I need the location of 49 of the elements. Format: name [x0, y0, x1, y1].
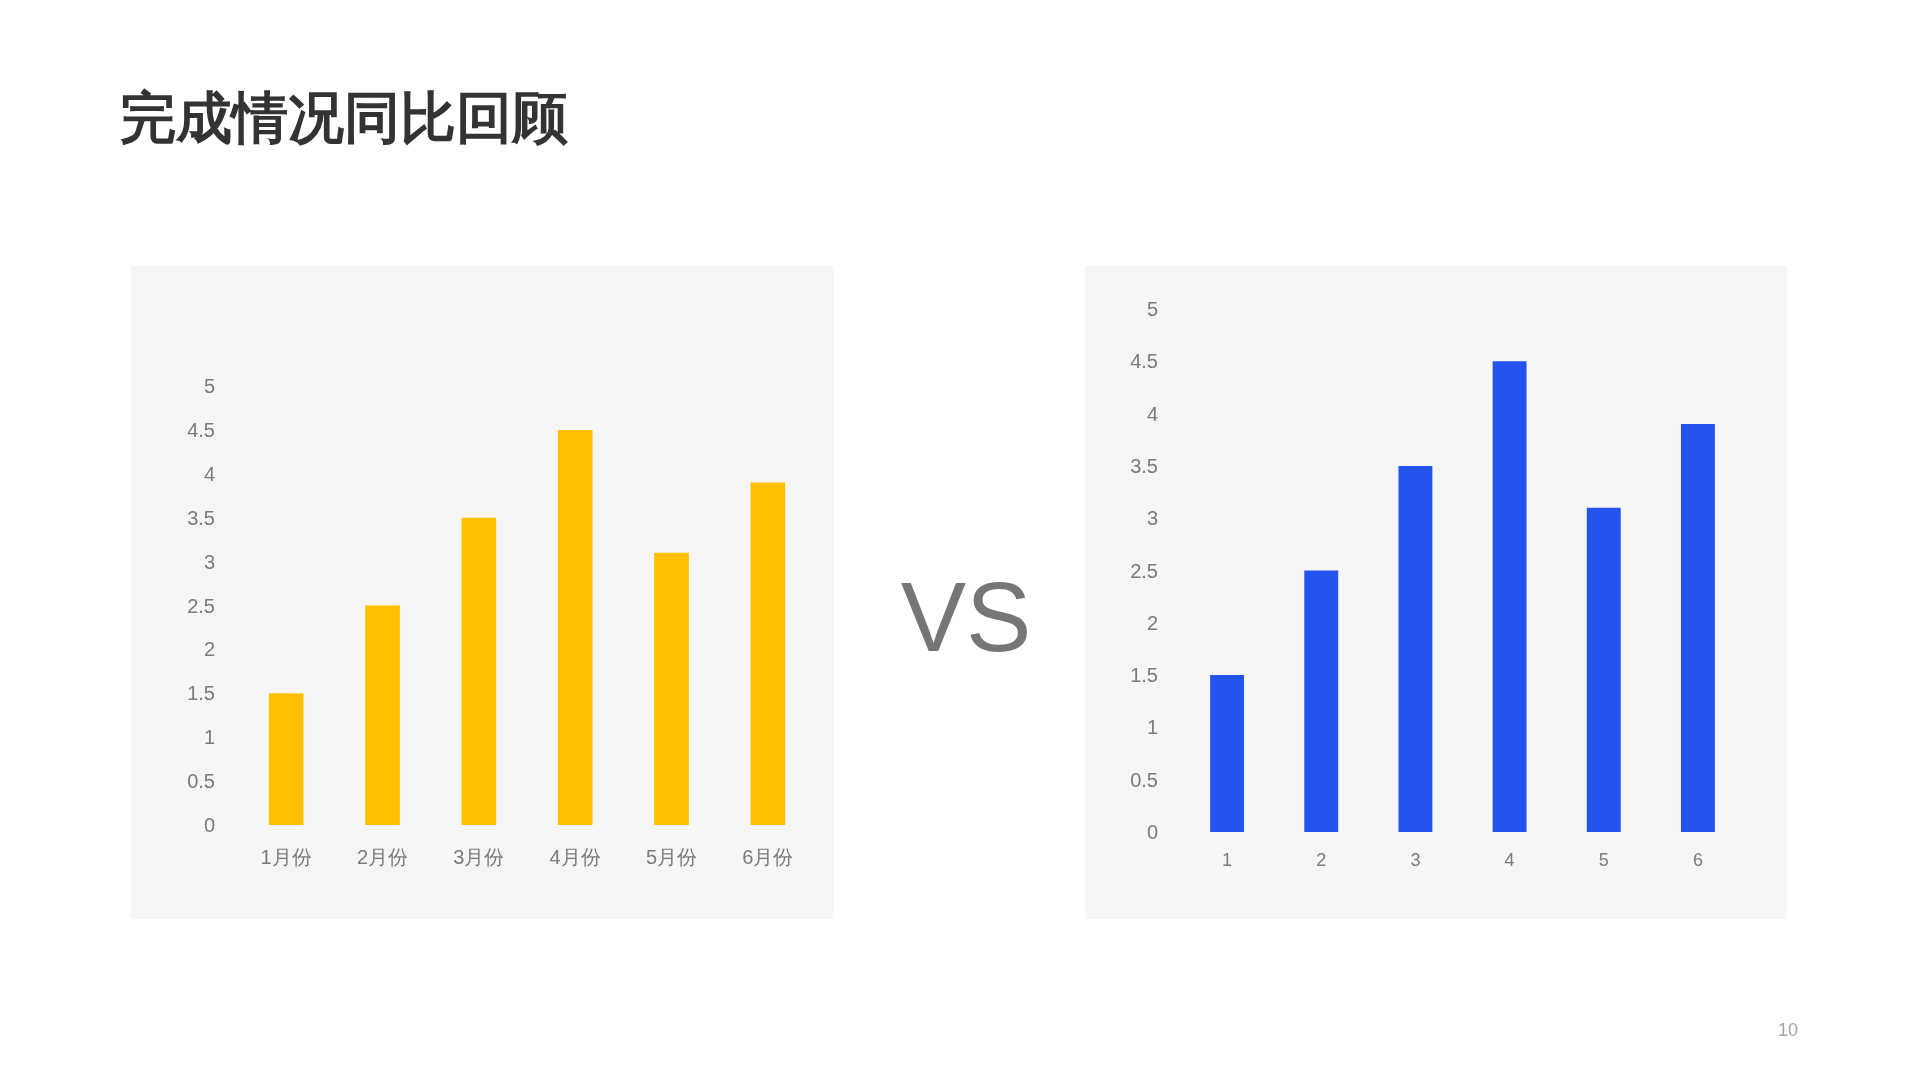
- y-tick-label: 0: [203, 814, 215, 836]
- x-tick-label: 6月份: [742, 846, 794, 868]
- bar: [557, 429, 593, 825]
- x-tick-label: 6: [1692, 850, 1703, 870]
- bar: [1398, 465, 1433, 832]
- x-tick-label: 5月份: [645, 846, 698, 868]
- bar: [1680, 424, 1715, 832]
- bar: [750, 482, 786, 825]
- y-tick-label: 5: [203, 375, 215, 397]
- y-tick-label: 2: [1146, 611, 1158, 634]
- x-tick-label: 1月份: [260, 846, 312, 868]
- y-tick-label: 0.5: [1130, 768, 1158, 791]
- y-tick-label: 4: [1146, 402, 1158, 425]
- y-tick-label: 1.5: [1130, 664, 1158, 687]
- y-tick-label: 1.5: [187, 682, 215, 705]
- x-tick-label: 1: [1222, 850, 1233, 870]
- bar: [1304, 570, 1339, 832]
- y-tick-label: 1: [203, 726, 215, 749]
- y-tick-label: 3: [203, 550, 215, 573]
- y-tick-label: 5: [1146, 298, 1158, 320]
- y-tick-label: 3.5: [187, 506, 215, 529]
- y-tick-label: 0.5: [187, 770, 215, 793]
- x-tick-label: 5: [1598, 850, 1609, 870]
- x-tick-label: 3月份: [453, 846, 505, 868]
- bar: [268, 693, 304, 825]
- bar: [1210, 675, 1245, 832]
- y-tick-label: 0: [1146, 821, 1158, 843]
- y-tick-label: 3.5: [1130, 454, 1158, 477]
- bar: [1492, 361, 1527, 832]
- x-tick-label: 4: [1504, 850, 1515, 870]
- y-tick-label: 4: [203, 462, 215, 485]
- y-tick-label: 1: [1146, 716, 1158, 739]
- y-tick-label: 2.5: [1130, 559, 1158, 582]
- y-tick-label: 4.5: [187, 418, 215, 441]
- y-tick-label: 2: [203, 638, 215, 661]
- x-tick-label: 2月份: [356, 846, 409, 868]
- chart-title: 完成情况同比回顾: [120, 86, 568, 149]
- text: VS: [900, 562, 1032, 672]
- x-tick-label: 2: [1316, 850, 1327, 870]
- y-tick-label: 3: [1146, 507, 1158, 530]
- x-tick-label: 3: [1410, 850, 1421, 870]
- y-tick-label: 4.5: [1130, 350, 1158, 373]
- bar: [461, 517, 497, 825]
- bar: [1586, 507, 1621, 832]
- text: 10: [1777, 1020, 1799, 1040]
- x-tick-label: 4月份: [549, 846, 601, 868]
- bar: [365, 605, 400, 825]
- bar: [654, 552, 689, 825]
- y-tick-label: 2.5: [187, 594, 215, 617]
